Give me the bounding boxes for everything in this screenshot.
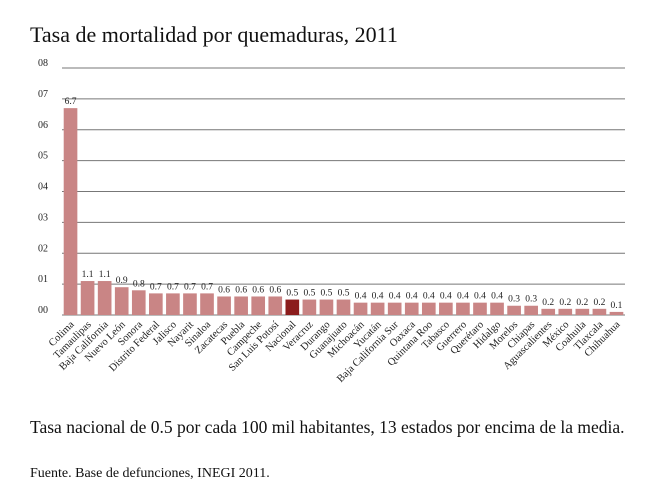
bar [217, 296, 231, 315]
bar-value-label: 0.6 [252, 285, 264, 295]
bar [319, 299, 334, 315]
y-tick-label: 02 [38, 243, 48, 254]
bar [421, 302, 436, 315]
bar-value-label: 0.4 [423, 292, 435, 302]
bar-value-label: 0.4 [406, 292, 418, 302]
bar-value-label: 0.4 [440, 292, 452, 302]
bar-value-label: 0.2 [593, 298, 605, 308]
bar [268, 296, 283, 315]
chart-note: Tasa nacional de 0.5 por cada 100 mil ha… [30, 417, 625, 437]
bar [251, 296, 266, 315]
bar-value-label: 0.4 [389, 292, 401, 302]
bar [575, 308, 590, 315]
bar [97, 281, 112, 315]
bar-value-label: 0.4 [491, 292, 503, 302]
y-tick-label: 04 [38, 182, 48, 193]
bar [353, 302, 368, 315]
bar-value-label: 0.6 [269, 285, 281, 295]
bar-value-label: 0.4 [372, 292, 384, 302]
bar-value-label: 0.5 [338, 289, 350, 299]
bar-value-label: 0.1 [611, 301, 623, 311]
bar [114, 287, 129, 315]
bar-value-label: 0.5 [321, 289, 333, 299]
gridlines [62, 67, 625, 316]
bar-value-label: 0.7 [167, 282, 179, 292]
y-tick-label: 08 [38, 58, 48, 69]
bar-value-label: 0.3 [525, 295, 537, 305]
chart-title: Tasa de mortalidad por quemaduras, 2011 [30, 22, 398, 47]
bar [149, 293, 163, 315]
bar [490, 302, 504, 315]
y-axis-tick-labels: 00 01 02 03 04 05 06 07 08 [38, 58, 48, 316]
bar [200, 293, 214, 315]
bar [336, 299, 351, 315]
bar [183, 293, 197, 315]
bar [131, 290, 146, 315]
bar-value-labels: 6.7 1.1 1.1 0.9 0.8 0.7 0.7 0.7 0.7 0.6 0.6 0.6 0.6 0… [65, 97, 623, 311]
bar-value-label: 0.5 [303, 289, 315, 299]
bar-value-label: 0.4 [355, 292, 367, 302]
bar-chart: 00 01 02 03 04 05 06 07 08 6.7 1.1 1.1 0.9 0.8 0.7 0.7… [38, 58, 625, 385]
bar [609, 311, 624, 315]
bar [456, 302, 470, 315]
bar [541, 308, 556, 315]
bar-value-label: 0.9 [116, 276, 128, 286]
bar-value-label: 0.2 [559, 298, 571, 308]
bar-value-label: 0.2 [576, 298, 588, 308]
bar [404, 302, 419, 315]
bar [524, 305, 538, 315]
bar [592, 308, 607, 315]
bar-value-label: 0.6 [235, 285, 247, 295]
bar [370, 302, 385, 315]
bar [558, 308, 573, 315]
bar [285, 299, 300, 315]
y-tick-label: 01 [38, 274, 48, 285]
bar-value-label: 6.7 [65, 97, 77, 107]
bar [507, 305, 521, 315]
bar [387, 302, 402, 315]
y-tick-label: 07 [38, 89, 48, 100]
bar [166, 293, 180, 315]
bar [439, 302, 453, 315]
bar-value-label: 0.6 [218, 285, 230, 295]
bar-value-label: 0.4 [457, 292, 469, 302]
y-tick-label: 06 [38, 120, 48, 131]
bar-value-label: 0.7 [201, 282, 213, 292]
bar-value-label: 1.1 [82, 270, 94, 280]
y-tick-label: 05 [38, 151, 48, 162]
bars [63, 108, 624, 315]
bar-value-label: 0.5 [286, 289, 298, 299]
bar [63, 108, 78, 315]
bar-value-label: 0.7 [150, 282, 162, 292]
bar [234, 296, 248, 315]
bar [473, 302, 487, 315]
bar-value-label: 0.2 [542, 298, 554, 308]
bar-value-label: 1.1 [99, 270, 111, 280]
bar-value-label: 0.4 [474, 292, 486, 302]
y-tick-label: 03 [38, 212, 48, 223]
y-tick-label: 00 [38, 305, 48, 316]
source-note: Fuente. Base de defunciones, INEGI 2011. [30, 466, 270, 481]
bar-value-label: 0.8 [133, 279, 145, 289]
bar-value-label: 0.7 [184, 282, 196, 292]
bar [302, 299, 317, 315]
bar [80, 281, 95, 315]
bar-value-label: 0.3 [508, 295, 520, 305]
